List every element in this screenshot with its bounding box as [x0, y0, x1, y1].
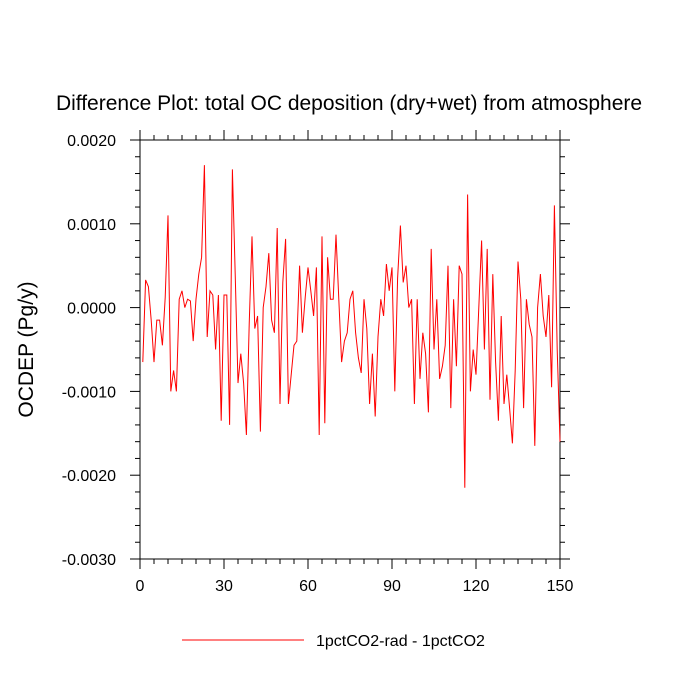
y-tick-label: -0.0020 [62, 468, 116, 485]
x-tick-label: 120 [463, 578, 490, 595]
y-tick-label: -0.0010 [62, 384, 116, 401]
chart-title: Difference Plot: total OC deposition (dr… [56, 92, 642, 115]
x-tick-label: 60 [299, 578, 317, 595]
y-tick-label: 0.0000 [67, 301, 116, 318]
legend-label: 1pctCO2-rad - 1pctCO2 [316, 633, 485, 650]
series-line-1pctCO2-rad-minus-1pctCO2 [142, 165, 561, 488]
axis-ticks [130, 130, 570, 569]
x-tick-label: 0 [136, 578, 145, 595]
y-tick-label: -0.0030 [62, 552, 116, 569]
plot-area: 0 30 60 90 120 150 -0.0030 -0.0020 -0.0010 0.0000… [62, 130, 574, 595]
y-tick-label: 0.0020 [67, 133, 116, 150]
y-tick-label: 0.0010 [67, 217, 116, 234]
legend: 1pctCO2-rad - 1pctCO2 [182, 633, 485, 650]
x-tick-label: 30 [215, 578, 233, 595]
x-tick-label: 90 [383, 578, 401, 595]
tick-labels: 0 30 60 90 120 150 -0.0030 -0.0020 -0.0010 0.0000… [62, 133, 574, 595]
y-axis-label: OCDEP (Pg/y) [15, 281, 38, 417]
x-tick-label: 150 [547, 578, 574, 595]
